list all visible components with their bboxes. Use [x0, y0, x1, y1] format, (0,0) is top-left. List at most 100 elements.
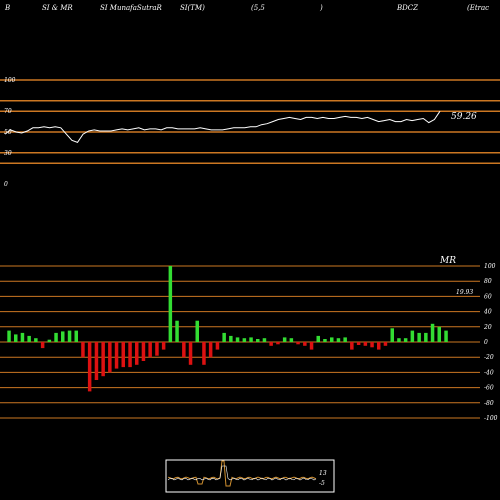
mri-bar	[101, 342, 105, 377]
mri-bar	[81, 342, 85, 358]
mri-bar	[256, 339, 260, 342]
mri-tick-label-3: 40	[483, 309, 492, 316]
mri-bar	[282, 337, 287, 342]
mri-bar	[27, 335, 31, 342]
mri-bar	[343, 337, 347, 342]
mini-panel: 13-5	[165, 459, 335, 493]
mri-tick-label-8: -60	[484, 385, 494, 392]
mri-bar	[262, 338, 267, 342]
mri-tick-label-7: -40	[484, 369, 494, 376]
mri-bar	[242, 338, 247, 342]
mini-tick-label-1: -5	[319, 480, 325, 487]
mri-bar	[424, 332, 428, 342]
mri-bar	[34, 338, 38, 342]
mri-bar	[20, 332, 25, 342]
mri-bar	[336, 338, 341, 342]
mri-tick-label-9: -80	[484, 400, 494, 407]
mri-bar	[114, 342, 119, 369]
header-col6: )	[320, 4, 323, 12]
mri-bar	[61, 331, 65, 342]
mri-bar	[377, 342, 381, 350]
header-col8: (Etrac	[467, 4, 490, 12]
mini-series-line	[167, 460, 317, 487]
mri-bar	[7, 330, 11, 342]
mri-bar	[356, 342, 361, 345]
mri-bar	[168, 266, 173, 342]
mri-bar	[67, 330, 72, 342]
mri-bar	[309, 342, 314, 350]
mri-tick-label-10: -100	[484, 415, 498, 422]
mri-tick-label-0: 100	[484, 263, 496, 270]
rsi-tick-label-0: 100	[4, 77, 16, 84]
mri-bar	[128, 342, 132, 368]
mri-tick-label-1: 80	[484, 278, 492, 285]
mri-bar	[330, 337, 334, 342]
mri-bar	[222, 332, 226, 342]
header-col4: SI(TM)	[180, 4, 205, 12]
mri-bar	[316, 335, 320, 342]
mini-panel-border	[165, 459, 335, 493]
mri-tick-label-6: -20	[484, 354, 494, 361]
mri-bar	[54, 332, 58, 342]
mri-tick-label-2: 60	[484, 293, 492, 300]
mri-bar	[121, 342, 125, 368]
mri-bar	[403, 338, 408, 342]
mri-bar	[229, 335, 233, 342]
mri-bar	[276, 342, 280, 345]
header-col7: BDCZ	[397, 4, 418, 12]
mri-bar	[410, 330, 415, 342]
mri-bar	[148, 342, 152, 358]
mri-bar	[269, 342, 273, 346]
mri-bar	[350, 342, 354, 350]
header-col5: (5,5	[251, 4, 265, 12]
mri-bar	[14, 334, 18, 342]
mri-bar	[94, 342, 99, 380]
mri-panel: 100 80 60 40 20 0 -20 -40 -60 -80 -100 MR 19.93	[0, 256, 498, 422]
mri-bar	[74, 330, 78, 342]
mri-bar	[363, 342, 368, 346]
rsi-last-value-label: 59.26	[451, 112, 477, 122]
mri-bar	[417, 332, 421, 342]
rsi-tick-label-3: 30	[4, 150, 12, 157]
mini-tick-label-0: 13	[319, 470, 327, 477]
rsi-series-line	[4, 110, 441, 144]
mri-bar	[437, 326, 441, 342]
mri-bar	[444, 330, 448, 342]
mri-title: MR	[439, 256, 456, 266]
mri-bar	[108, 342, 112, 373]
mri-bar	[390, 328, 394, 342]
mri-bar	[323, 339, 327, 342]
mri-bar	[235, 337, 240, 342]
mri-bar	[175, 320, 179, 342]
rsi-tick-label-4: 0	[4, 181, 8, 188]
mri-bar	[87, 342, 92, 392]
mri-bar	[188, 342, 193, 365]
mri-bar	[370, 342, 374, 348]
mri-bar	[397, 338, 401, 342]
mini-secondary-line	[167, 465, 317, 481]
mri-bar	[249, 337, 253, 342]
mri-bar	[208, 342, 213, 358]
mri-bar	[182, 342, 186, 358]
mri-bar	[215, 342, 220, 350]
header-col2: SI & MR	[42, 4, 73, 12]
mri-tick-label-5: 0	[484, 339, 488, 346]
mri-bar	[161, 342, 166, 350]
mri-bar	[202, 342, 206, 365]
mri-bar	[195, 320, 199, 342]
mri-bar	[141, 342, 146, 361]
header-col1: B	[5, 4, 11, 12]
mri-tick-label-4: 20	[483, 324, 492, 331]
mri-bar	[47, 339, 52, 342]
mri-bar	[289, 338, 294, 342]
mri-bar	[303, 342, 307, 346]
rsi-tick-label-1: 70	[4, 108, 12, 115]
mri-bar	[155, 342, 159, 356]
mri-last-value-label: 19.93	[456, 289, 473, 296]
mri-bar	[135, 342, 139, 365]
header-col3: SI MunafaSutraR	[100, 4, 162, 12]
mri-bar	[40, 342, 45, 349]
mri-bar	[430, 323, 435, 342]
